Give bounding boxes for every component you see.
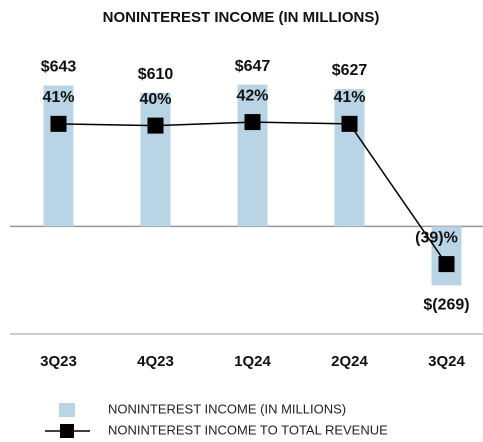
x-tick-label: 4Q23: [137, 353, 174, 370]
x-tick-label: 3Q23: [40, 353, 77, 370]
chart-title: NONINTEREST INCOME (IN MILLIONS): [103, 9, 380, 26]
line-marker: [244, 114, 261, 131]
line-value-label: (39)%: [415, 229, 458, 246]
line-marker: [341, 115, 358, 132]
line-marker: [438, 256, 455, 273]
bar: [43, 85, 74, 227]
line-value-label: 40%: [139, 91, 171, 108]
legend-swatch: [60, 424, 74, 438]
bar-value-label: $(269): [423, 297, 469, 314]
line-value-label: 41%: [333, 89, 365, 106]
bar: [237, 84, 268, 227]
legend-label: NONINTEREST INCOME (IN MILLIONS): [108, 401, 346, 416]
line-value-label: 41%: [42, 89, 74, 106]
line-marker: [50, 115, 67, 132]
bar-value-label: $610: [138, 66, 174, 83]
legend-label: NONINTEREST INCOME TO TOTAL REVENUE: [108, 422, 388, 437]
x-tick-label: 3Q24: [428, 353, 465, 370]
line-value-label: 42%: [236, 87, 268, 104]
legend-swatch: [59, 403, 75, 417]
x-tick-label: 2Q24: [331, 353, 368, 370]
x-tick-label: 1Q24: [234, 353, 271, 370]
bar-value-label: $627: [332, 62, 368, 79]
bar-value-label: $647: [235, 58, 271, 75]
line-marker: [147, 117, 164, 134]
bar: [140, 92, 171, 227]
bar-value-label: $643: [41, 59, 77, 76]
bar: [334, 88, 365, 227]
bar: [431, 226, 462, 286]
